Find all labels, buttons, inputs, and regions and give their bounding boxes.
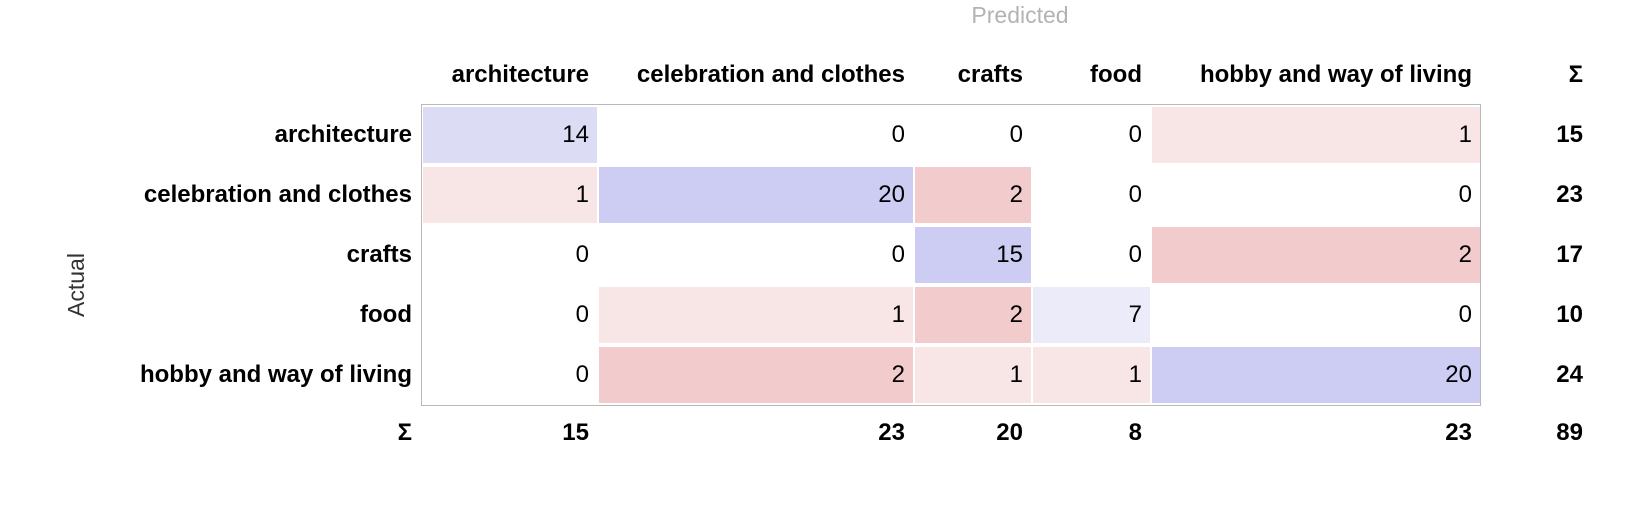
matrix-cell: 0 xyxy=(423,347,597,403)
matrix-cell: 0 xyxy=(599,227,913,283)
column-total: 20 xyxy=(996,419,1023,446)
row-total: 15 xyxy=(1556,121,1583,148)
matrix-cell: 0 xyxy=(423,227,597,283)
row-header-5: hobby and way of living xyxy=(139,361,412,388)
matrix-cell: 20 xyxy=(599,167,913,223)
column-total: 23 xyxy=(878,419,905,446)
matrix-cell: 0 xyxy=(1152,287,1480,343)
column-header-1: architecture xyxy=(451,61,589,88)
matrix-cell: 0 xyxy=(423,287,597,343)
sum-row-header: Σ xyxy=(397,419,412,446)
matrix-cell: 1 xyxy=(599,287,913,343)
matrix-cell: 15 xyxy=(915,227,1031,283)
matrix-cell: 2 xyxy=(915,287,1031,343)
grand-total: 89 xyxy=(1556,419,1583,446)
matrix-cell: 1 xyxy=(915,347,1031,403)
column-total: 15 xyxy=(562,419,589,446)
matrix-cell: 2 xyxy=(1152,227,1480,283)
grid-frame xyxy=(421,104,1481,406)
column-header-5: hobby and way of living xyxy=(1199,61,1472,88)
sum-column-header: Σ xyxy=(1568,61,1583,88)
matrix-cell: 1 xyxy=(1152,107,1480,163)
matrix-cell: 0 xyxy=(1152,167,1480,223)
row-header-2: celebration and clothes xyxy=(143,181,412,208)
matrix-cell: 1 xyxy=(1033,347,1150,403)
column-header-3: crafts xyxy=(957,61,1023,88)
matrix-cell: 0 xyxy=(1033,167,1150,223)
row-header-1: architecture xyxy=(274,121,412,148)
column-header-2: celebration and clothes xyxy=(636,61,905,88)
row-header-4: food xyxy=(360,301,412,328)
matrix-cell: 0 xyxy=(1033,107,1150,163)
matrix-cell: 2 xyxy=(915,167,1031,223)
column-total: 8 xyxy=(1128,419,1142,446)
row-total: 17 xyxy=(1556,241,1583,268)
matrix-cell: 0 xyxy=(915,107,1031,163)
matrix-cell: 14 xyxy=(423,107,597,163)
row-header-3: crafts xyxy=(346,241,412,268)
matrix-cell: 1 xyxy=(423,167,597,223)
column-total: 23 xyxy=(1445,419,1472,446)
row-total: 24 xyxy=(1556,361,1583,388)
column-header-4: food xyxy=(1090,61,1142,88)
row-total: 10 xyxy=(1556,301,1583,328)
matrix-cell: 7 xyxy=(1033,287,1150,343)
matrix-cell: 20 xyxy=(1152,347,1480,403)
matrix-cell: 0 xyxy=(599,107,913,163)
matrix-cell: 2 xyxy=(599,347,913,403)
predicted-axis-label: Predicted xyxy=(971,2,1069,28)
matrix-cell: 0 xyxy=(1033,227,1150,283)
row-total: 23 xyxy=(1556,181,1583,208)
